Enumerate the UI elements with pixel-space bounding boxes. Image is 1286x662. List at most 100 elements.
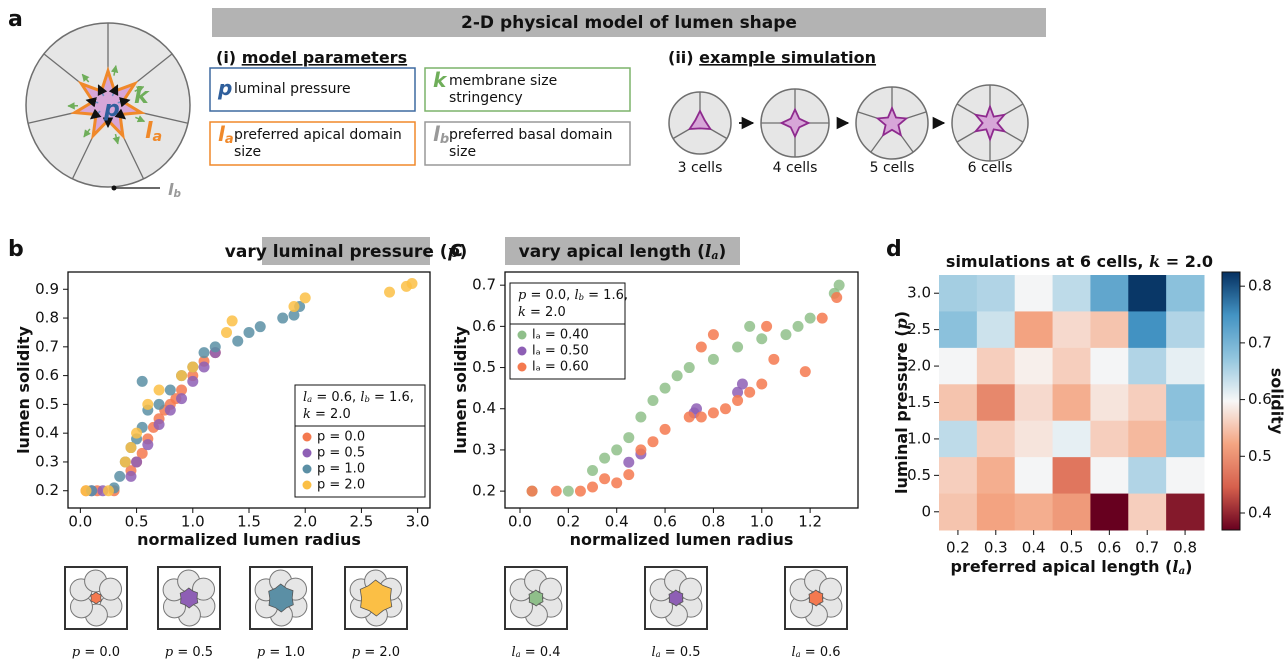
thumbnail-cell [539,577,563,601]
text-run: b [440,132,449,147]
cell-border [71,135,94,180]
point [707,329,719,341]
text-run: lumen solidity [14,326,33,454]
sim-step-label: 6 cells [968,160,1013,176]
heatmap-cell [1166,275,1205,312]
text-run: l [705,242,712,262]
point [659,423,671,435]
heatmap-cell [1166,420,1205,458]
text-run: l [218,122,226,146]
heatmap-cell [939,493,978,531]
thumbnail-lumen [359,579,393,617]
text-run: simulations at 6 cells, [946,252,1149,271]
x-tick-label: 2.0 [293,513,317,531]
param-symbol: la [218,122,234,148]
point [647,395,659,407]
text-run: = 0.6 [801,645,841,660]
y-tick-label: 0.6 [472,317,496,335]
point [80,485,92,497]
lumen [973,103,1007,143]
thumbnail-cell [819,577,843,601]
text-run: = 1.6, [370,390,414,405]
x-tick-label: 0.5 [1060,539,1084,557]
thumbnail-lumen [268,583,294,613]
text-run: l [168,180,174,199]
point [232,335,244,347]
title-bar [212,8,1046,37]
point [209,341,221,353]
panel-label: b [8,237,24,262]
y-tick-label: 0.2 [35,481,59,499]
x-tick-label: 0.4 [605,513,629,531]
text-run: (i) [216,48,242,67]
text-run: l [360,390,364,405]
text-run: a [516,649,521,659]
point [136,375,148,387]
param-symbol: lb [433,122,449,148]
text-run: ) [892,311,911,318]
heatmap-cell [1128,384,1167,422]
point [125,442,137,454]
thumbnail-cell [192,577,216,601]
legend-marker [302,464,312,474]
text-run: = 0.0 [80,645,120,660]
y-tick-label: 0.7 [35,337,59,355]
text-run: p [518,288,527,303]
text-run: = 1.6, [584,288,628,303]
text-run: luminal pressure ( [892,329,911,494]
point [635,444,647,456]
point [683,411,695,423]
point [623,469,635,481]
point [102,485,114,497]
point [131,456,143,468]
force-arrow [85,97,99,108]
cell-border [1003,103,1024,116]
param-box [209,67,416,112]
param-text: membrane size [449,73,557,89]
heatmap-cell [1014,384,1054,422]
param-text: preferred apical domain [234,127,402,143]
heatmap-cell [1166,457,1205,495]
y-tick-label: 0.3 [35,452,59,470]
heatmap-cell [1052,384,1091,422]
heatmap-cell [1052,493,1091,531]
text-run: k [303,407,311,422]
text-run: model parameters [242,48,407,67]
point [683,362,695,374]
text-run: l [303,390,307,405]
legend-marker [517,346,527,356]
legend-label: p = 1.0 [317,462,365,477]
lumen [779,107,811,139]
text-run: p [165,645,174,660]
heatmap-cell [1166,347,1205,385]
text-run: l [433,122,441,146]
tension-arrow [110,65,119,76]
point [153,384,165,396]
point [732,341,744,353]
point [768,353,780,365]
text-run: a [307,394,312,404]
heatmap-cell [1128,420,1167,458]
text-run: l [574,288,578,303]
text-run: a [225,132,234,147]
text-run: = 0.5 [661,645,701,660]
x-tick-label: 0.0 [508,513,532,531]
point [659,382,671,394]
pointer-dot [111,185,117,191]
text-run: preferred apical length ( [951,557,1173,576]
y-tick-label: 0.6 [35,366,59,384]
colorbar-tick-label: 0.6 [1248,390,1272,408]
heatmap-cell [1128,311,1167,349]
point [761,320,773,332]
legend-marker [302,448,312,458]
point [176,384,188,396]
title-bar [262,237,430,265]
text-run: k [518,305,526,320]
y-tick-label: 2.5 [907,320,931,338]
text-run: a [711,249,718,262]
legend-title: p = 0.0, lb = 1.6, [518,288,628,303]
x-tick-label: 0.2 [556,513,580,531]
heatmap-cell [1014,311,1054,349]
sim-step-label: 3 cells [678,160,723,176]
point [695,341,707,353]
